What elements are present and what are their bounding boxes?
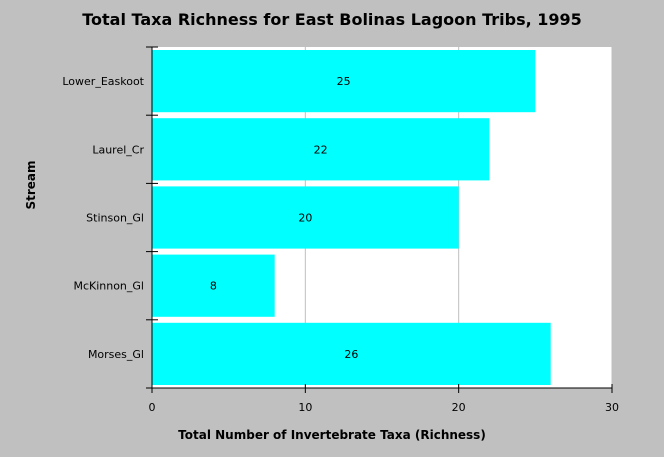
x-tick-label: 20 (452, 401, 466, 414)
bar-lower-easkoot (152, 50, 536, 113)
labels: 25 Lower_Easkoot 22 Laurel_Cr 20 Stinson_Gl 8 M… (62, 75, 619, 414)
category-label: Stinson_Gl (86, 212, 144, 225)
bar-value-label: 22 (314, 143, 328, 156)
bar-laurel-cr (152, 118, 490, 181)
x-axis-title: Total Number of Invertebrate Taxa (Richn… (178, 428, 486, 442)
axes (146, 46, 613, 393)
category-label: McKinnon_Gl (73, 280, 144, 293)
bars (152, 50, 551, 385)
x-tick-label: 30 (605, 401, 619, 414)
bar-value-label: 8 (210, 280, 217, 293)
category-label: Morses_Gl (88, 348, 144, 361)
category-label: Lower_Easkoot (62, 75, 144, 88)
chart-title: Total Taxa Richness for East Bolinas Lag… (82, 10, 582, 29)
x-tick-label: 0 (149, 401, 156, 414)
x-tick-label: 10 (298, 401, 312, 414)
bar-value-label: 26 (344, 348, 358, 361)
bar-stinson-gl (152, 186, 459, 249)
bar-value-label: 25 (337, 75, 351, 88)
bar-mckinnon-gl (152, 254, 275, 317)
bar-morses-gl (152, 322, 551, 385)
category-label: Laurel_Cr (92, 143, 144, 156)
bar-value-label: 20 (298, 212, 312, 225)
